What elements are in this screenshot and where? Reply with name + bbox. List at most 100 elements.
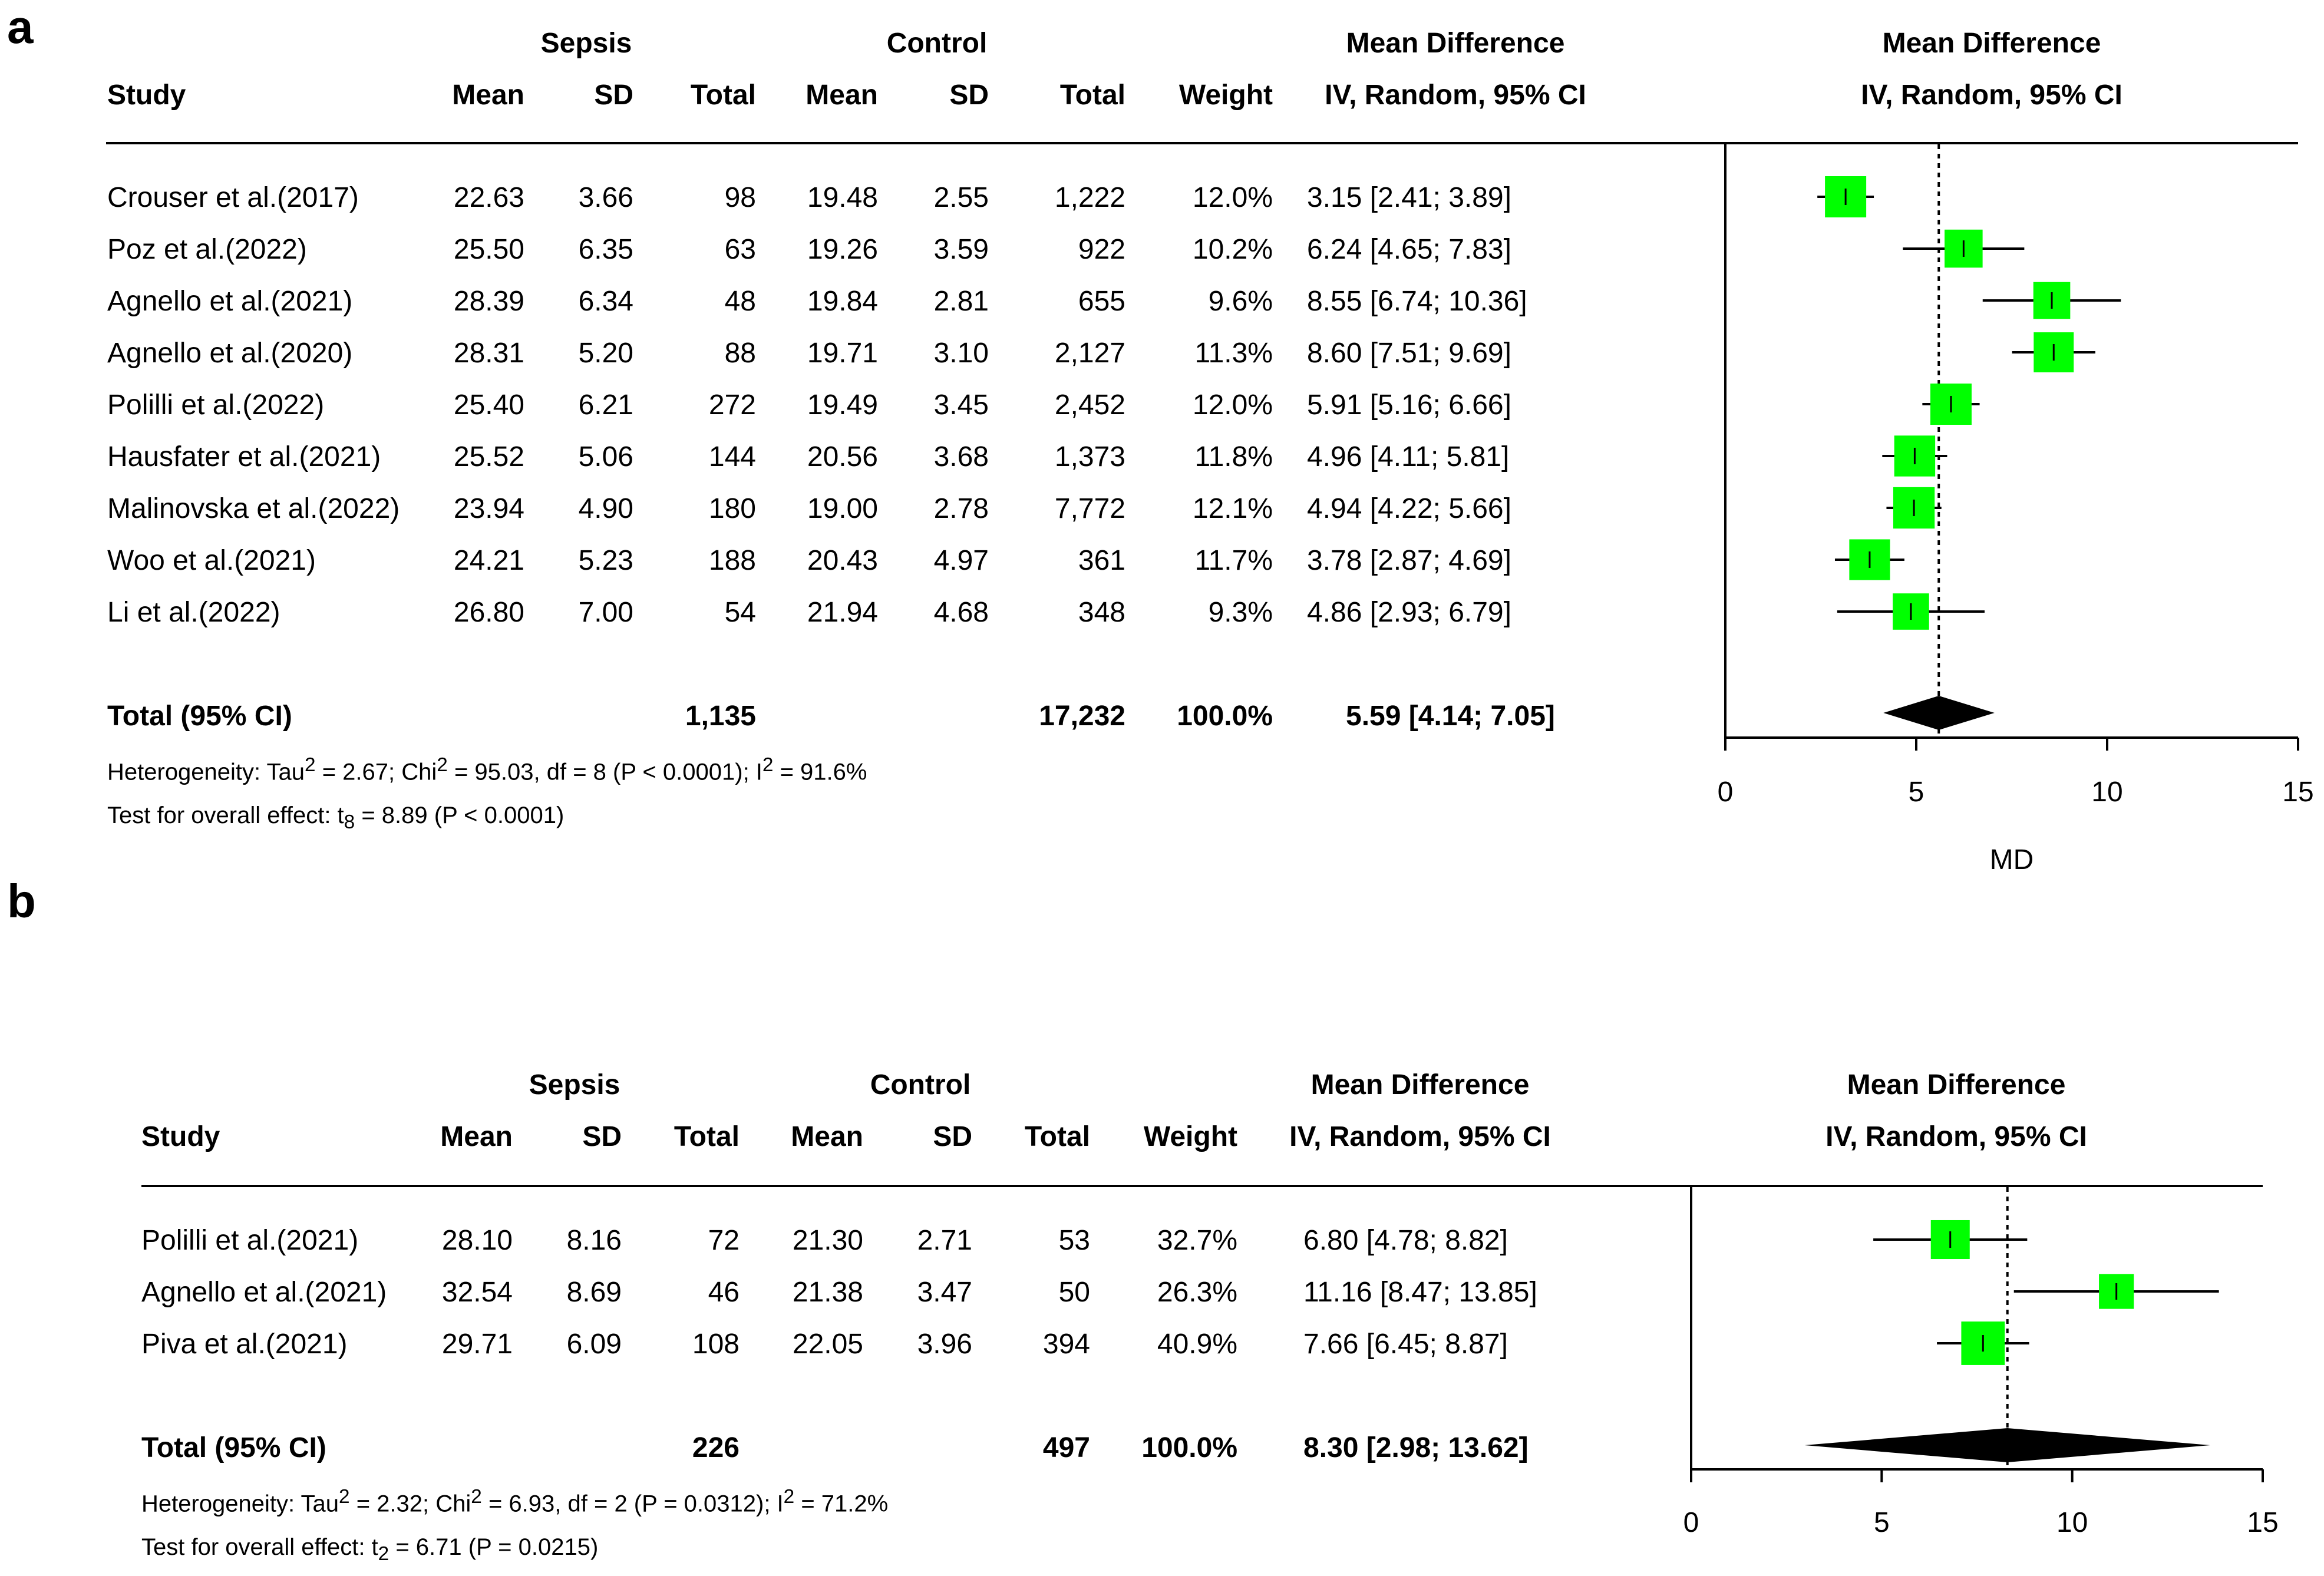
total2-value: 2,127 xyxy=(1054,338,1125,369)
total1-value: 63 xyxy=(724,234,756,265)
mean1-col-header: Mean xyxy=(452,80,524,111)
total1-value: 272 xyxy=(708,389,756,421)
sd2-value: 3.68 xyxy=(933,441,989,473)
forest-plot-panel-a: a Sepsis Control Mean Difference Mean Di… xyxy=(7,1,2314,876)
study-col-header: Study xyxy=(141,1121,220,1152)
study-name: Crouser et al.(2017) xyxy=(107,182,359,213)
study-name: Agnello et al.(2021) xyxy=(107,286,353,317)
weight-col-header: Weight xyxy=(1143,1121,1237,1152)
mean1-value: 22.63 xyxy=(453,182,524,213)
sd2-col-header: SD xyxy=(949,80,989,111)
weight-value: 40.9% xyxy=(1157,1329,1237,1360)
sd2-value: 2.71 xyxy=(917,1225,972,1256)
total1-value: 188 xyxy=(708,545,756,576)
weight-value: 12.1% xyxy=(1192,493,1273,524)
sd1-value: 6.34 xyxy=(578,286,633,317)
sd2-value: 3.96 xyxy=(917,1329,972,1360)
mean2-value: 19.49 xyxy=(807,389,878,421)
x-axis-tick-label: 5 xyxy=(1909,777,1924,808)
mean2-col-header: Mean xyxy=(806,80,878,111)
sd1-col-header: SD xyxy=(594,80,633,111)
ci-col-header: IV, Random, 95% CI xyxy=(1325,80,1586,111)
weight-value: 12.0% xyxy=(1192,389,1273,421)
sd2-value: 2.78 xyxy=(933,493,989,524)
forest-plot-b: 0 5 10 15 xyxy=(1683,1187,2279,1538)
sd1-col-header: SD xyxy=(582,1121,622,1152)
sd2-value: 3.59 xyxy=(933,234,989,265)
group1-header: Sepsis xyxy=(540,28,632,59)
weight-value: 11.7% xyxy=(1194,545,1273,576)
sd1-value: 5.06 xyxy=(578,441,633,473)
mean2-col-header: Mean xyxy=(791,1121,863,1152)
total1-value: 46 xyxy=(708,1277,740,1308)
mean1-value: 25.40 xyxy=(453,389,524,421)
heterogeneity-stats: Heterogeneity: Tau2 = 2.67; Chi2 = 95.03… xyxy=(107,754,867,785)
total2-value: 348 xyxy=(1078,597,1125,628)
mean1-value: 28.39 xyxy=(453,286,524,317)
overall-effect-test: Test for overall effect: t2 = 6.71 (P = … xyxy=(141,1534,599,1565)
sd1-value: 6.35 xyxy=(578,234,633,265)
mean2-value: 22.05 xyxy=(792,1329,863,1360)
md-plot-title-header: Mean Difference xyxy=(1847,1069,2066,1101)
total-label: Total (95% CI) xyxy=(141,1432,326,1463)
total1-value: 180 xyxy=(708,493,756,524)
weight-value: 11.3% xyxy=(1194,338,1273,369)
study-name: Poz et al.(2022) xyxy=(107,234,307,265)
weight-value: 26.3% xyxy=(1157,1277,1237,1308)
total2-value: 7,772 xyxy=(1054,493,1125,524)
mean1-value: 24.21 xyxy=(453,545,524,576)
weight-value: 32.7% xyxy=(1157,1225,1237,1256)
sd2-value: 2.81 xyxy=(933,286,989,317)
total2-value: 655 xyxy=(1078,286,1125,317)
total1-sum: 1,135 xyxy=(685,701,756,732)
sd2-value: 3.10 xyxy=(933,338,989,369)
mean2-value: 19.00 xyxy=(807,493,878,524)
ci-value: 5.91 [5.16; 6.66] xyxy=(1307,389,1511,421)
weight-value: 10.2% xyxy=(1192,234,1273,265)
forest-plot-a: 0 5 10 15 MD xyxy=(1718,144,2314,875)
mean1-value: 25.50 xyxy=(453,234,524,265)
mean2-value: 21.30 xyxy=(792,1225,863,1256)
ci-col-header: IV, Random, 95% CI xyxy=(1289,1121,1551,1152)
mean2-value: 21.94 xyxy=(807,597,878,628)
sd2-value: 4.97 xyxy=(933,545,989,576)
header-rule xyxy=(106,142,2298,144)
sd1-value: 8.16 xyxy=(566,1225,622,1256)
sd2-value: 2.55 xyxy=(933,182,989,213)
mean1-value: 25.52 xyxy=(453,441,524,473)
overall-effect-test: Test for overall effect: t8 = 8.89 (P < … xyxy=(107,802,565,833)
sd1-value: 8.69 xyxy=(566,1277,622,1308)
study-name: Agnello et al.(2021) xyxy=(141,1277,387,1308)
weight-value: 11.8% xyxy=(1194,441,1273,473)
mean2-value: 20.43 xyxy=(807,545,878,576)
sd1-value: 3.66 xyxy=(578,182,633,213)
ci-value: 8.60 [7.51; 9.69] xyxy=(1307,338,1511,369)
x-axis-tick-label: 0 xyxy=(1718,777,1734,808)
sd2-value: 3.47 xyxy=(917,1277,972,1308)
sd1-value: 4.90 xyxy=(578,493,633,524)
total-ci-value: 8.30 [2.98; 13.62] xyxy=(1303,1432,1529,1463)
total1-col-header: Total xyxy=(674,1121,740,1152)
md-title-header: Mean Difference xyxy=(1346,28,1565,59)
header-rule xyxy=(141,1185,2263,1187)
total1-value: 88 xyxy=(724,338,756,369)
ci-value: 8.55 [6.74; 10.36] xyxy=(1307,286,1527,317)
ci-value: 6.80 [4.78; 8.82] xyxy=(1303,1225,1508,1256)
total2-value: 2,452 xyxy=(1054,389,1125,421)
total2-value: 1,222 xyxy=(1054,182,1125,213)
mean2-value: 19.71 xyxy=(807,338,878,369)
md-title-header: Mean Difference xyxy=(1310,1069,1530,1101)
mean1-value: 23.94 xyxy=(453,493,524,524)
mean2-value: 19.84 xyxy=(807,286,878,317)
mean1-value: 32.54 xyxy=(441,1277,513,1308)
mean2-value: 19.26 xyxy=(807,234,878,265)
mean2-value: 19.48 xyxy=(807,182,878,213)
ci-value: 7.66 [6.45; 8.87] xyxy=(1303,1329,1508,1360)
sd1-value: 7.00 xyxy=(578,597,633,628)
total2-value: 922 xyxy=(1078,234,1125,265)
study-name: Polilli et al.(2021) xyxy=(141,1225,359,1256)
panel-label: a xyxy=(7,1,34,53)
total1-value: 144 xyxy=(708,441,756,473)
mean1-value: 29.71 xyxy=(441,1329,513,1360)
sd2-col-header: SD xyxy=(933,1121,972,1152)
